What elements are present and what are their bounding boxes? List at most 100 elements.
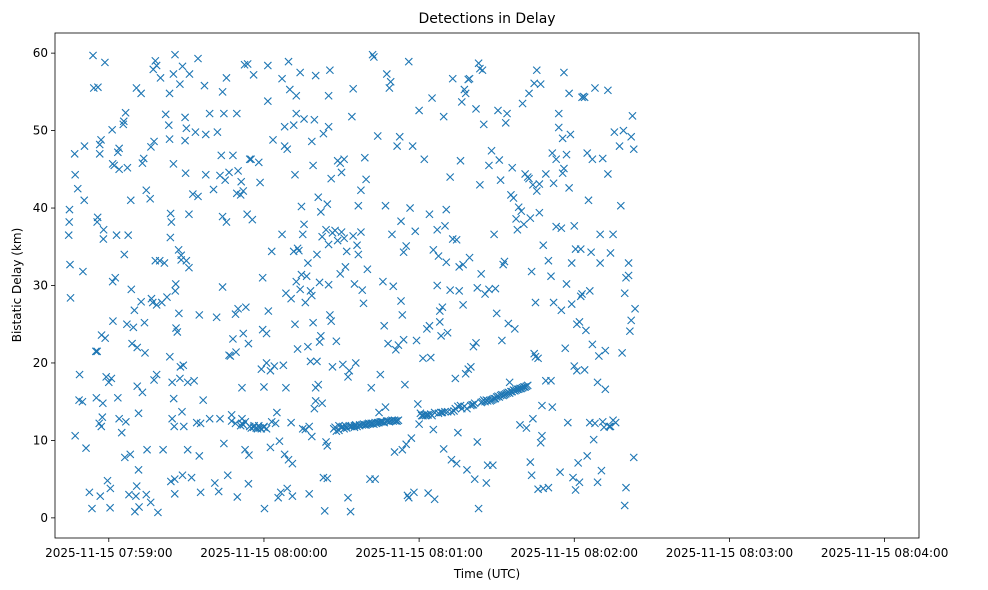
data-point <box>307 432 316 441</box>
data-point <box>151 56 160 65</box>
data-point <box>631 304 640 313</box>
data-point <box>552 155 561 164</box>
data-point <box>508 163 517 172</box>
data-point <box>294 246 303 255</box>
data-point <box>288 492 297 501</box>
data-point <box>327 317 336 326</box>
data-point <box>233 492 242 501</box>
data-point <box>537 431 546 440</box>
data-point <box>182 256 191 265</box>
data-point <box>615 142 624 151</box>
data-point <box>303 342 312 351</box>
data-point <box>191 128 200 137</box>
data-point <box>311 396 320 405</box>
data-point <box>496 176 505 185</box>
data-point <box>93 83 102 92</box>
data-point <box>570 221 579 230</box>
data-point <box>563 418 572 427</box>
data-point <box>426 353 435 362</box>
data-point <box>363 265 372 274</box>
data-point <box>174 309 183 318</box>
data-point <box>236 190 245 199</box>
data-point <box>301 425 310 434</box>
data-point <box>300 220 309 229</box>
data-point <box>223 471 232 480</box>
data-point <box>139 154 148 163</box>
x-tick-label: 2025-11-15 08:04:00 <box>821 546 948 560</box>
data-point <box>324 91 333 100</box>
data-point <box>354 201 363 210</box>
data-point <box>219 109 228 118</box>
data-point <box>456 156 465 165</box>
data-point <box>305 422 314 431</box>
data-point <box>152 61 161 70</box>
data-point <box>275 437 284 446</box>
y-tick-label: 50 <box>33 124 48 138</box>
data-point <box>174 245 183 254</box>
data-point <box>527 471 536 480</box>
data-point <box>367 383 376 392</box>
data-point <box>113 393 122 402</box>
data-point <box>629 145 638 154</box>
data-point <box>259 382 268 391</box>
data-point <box>488 461 497 470</box>
data-point <box>440 221 449 230</box>
data-point <box>131 492 140 501</box>
data-point <box>122 320 131 329</box>
data-point <box>300 114 309 123</box>
data-point <box>318 232 327 241</box>
data-point <box>89 51 98 60</box>
data-point <box>336 269 345 278</box>
data-point <box>146 194 155 203</box>
data-point <box>188 190 197 199</box>
data-point <box>296 68 305 77</box>
data-point <box>558 169 567 178</box>
data-point <box>126 450 135 459</box>
data-point <box>142 186 151 195</box>
data-point <box>453 402 462 411</box>
data-point <box>184 210 193 219</box>
data-point <box>95 149 104 158</box>
data-point <box>133 343 142 352</box>
data-point <box>243 59 252 68</box>
data-point <box>420 155 429 164</box>
data-point <box>434 252 443 261</box>
data-point <box>549 179 558 188</box>
data-point <box>596 259 605 268</box>
data-point <box>528 414 537 423</box>
data-point <box>115 144 124 153</box>
data-point <box>446 286 455 295</box>
data-point <box>474 59 483 68</box>
data-point <box>248 215 257 224</box>
data-point <box>71 431 80 440</box>
data-point <box>258 273 267 282</box>
data-point <box>547 376 555 385</box>
data-point <box>169 70 178 79</box>
data-point <box>593 478 602 487</box>
data-point <box>382 70 391 79</box>
data-point <box>200 81 209 90</box>
data-point <box>544 256 553 265</box>
data-point <box>402 242 411 250</box>
data-point <box>347 112 356 121</box>
data-point <box>548 149 557 158</box>
data-point <box>237 383 246 392</box>
data-point <box>404 57 413 66</box>
data-point <box>320 506 329 515</box>
data-point <box>257 365 266 374</box>
data-point <box>325 310 334 319</box>
data-point <box>296 285 305 294</box>
data-point <box>399 335 408 344</box>
data-point <box>394 416 403 425</box>
data-point <box>181 169 190 178</box>
data-point <box>130 306 139 315</box>
data-point <box>108 277 117 286</box>
data-point <box>442 205 451 214</box>
data-point <box>559 68 568 77</box>
data-point <box>173 327 182 336</box>
data-point <box>183 378 192 387</box>
data-point <box>222 217 231 226</box>
data-point <box>280 122 289 131</box>
data-point <box>181 113 190 122</box>
data-point <box>358 286 367 295</box>
